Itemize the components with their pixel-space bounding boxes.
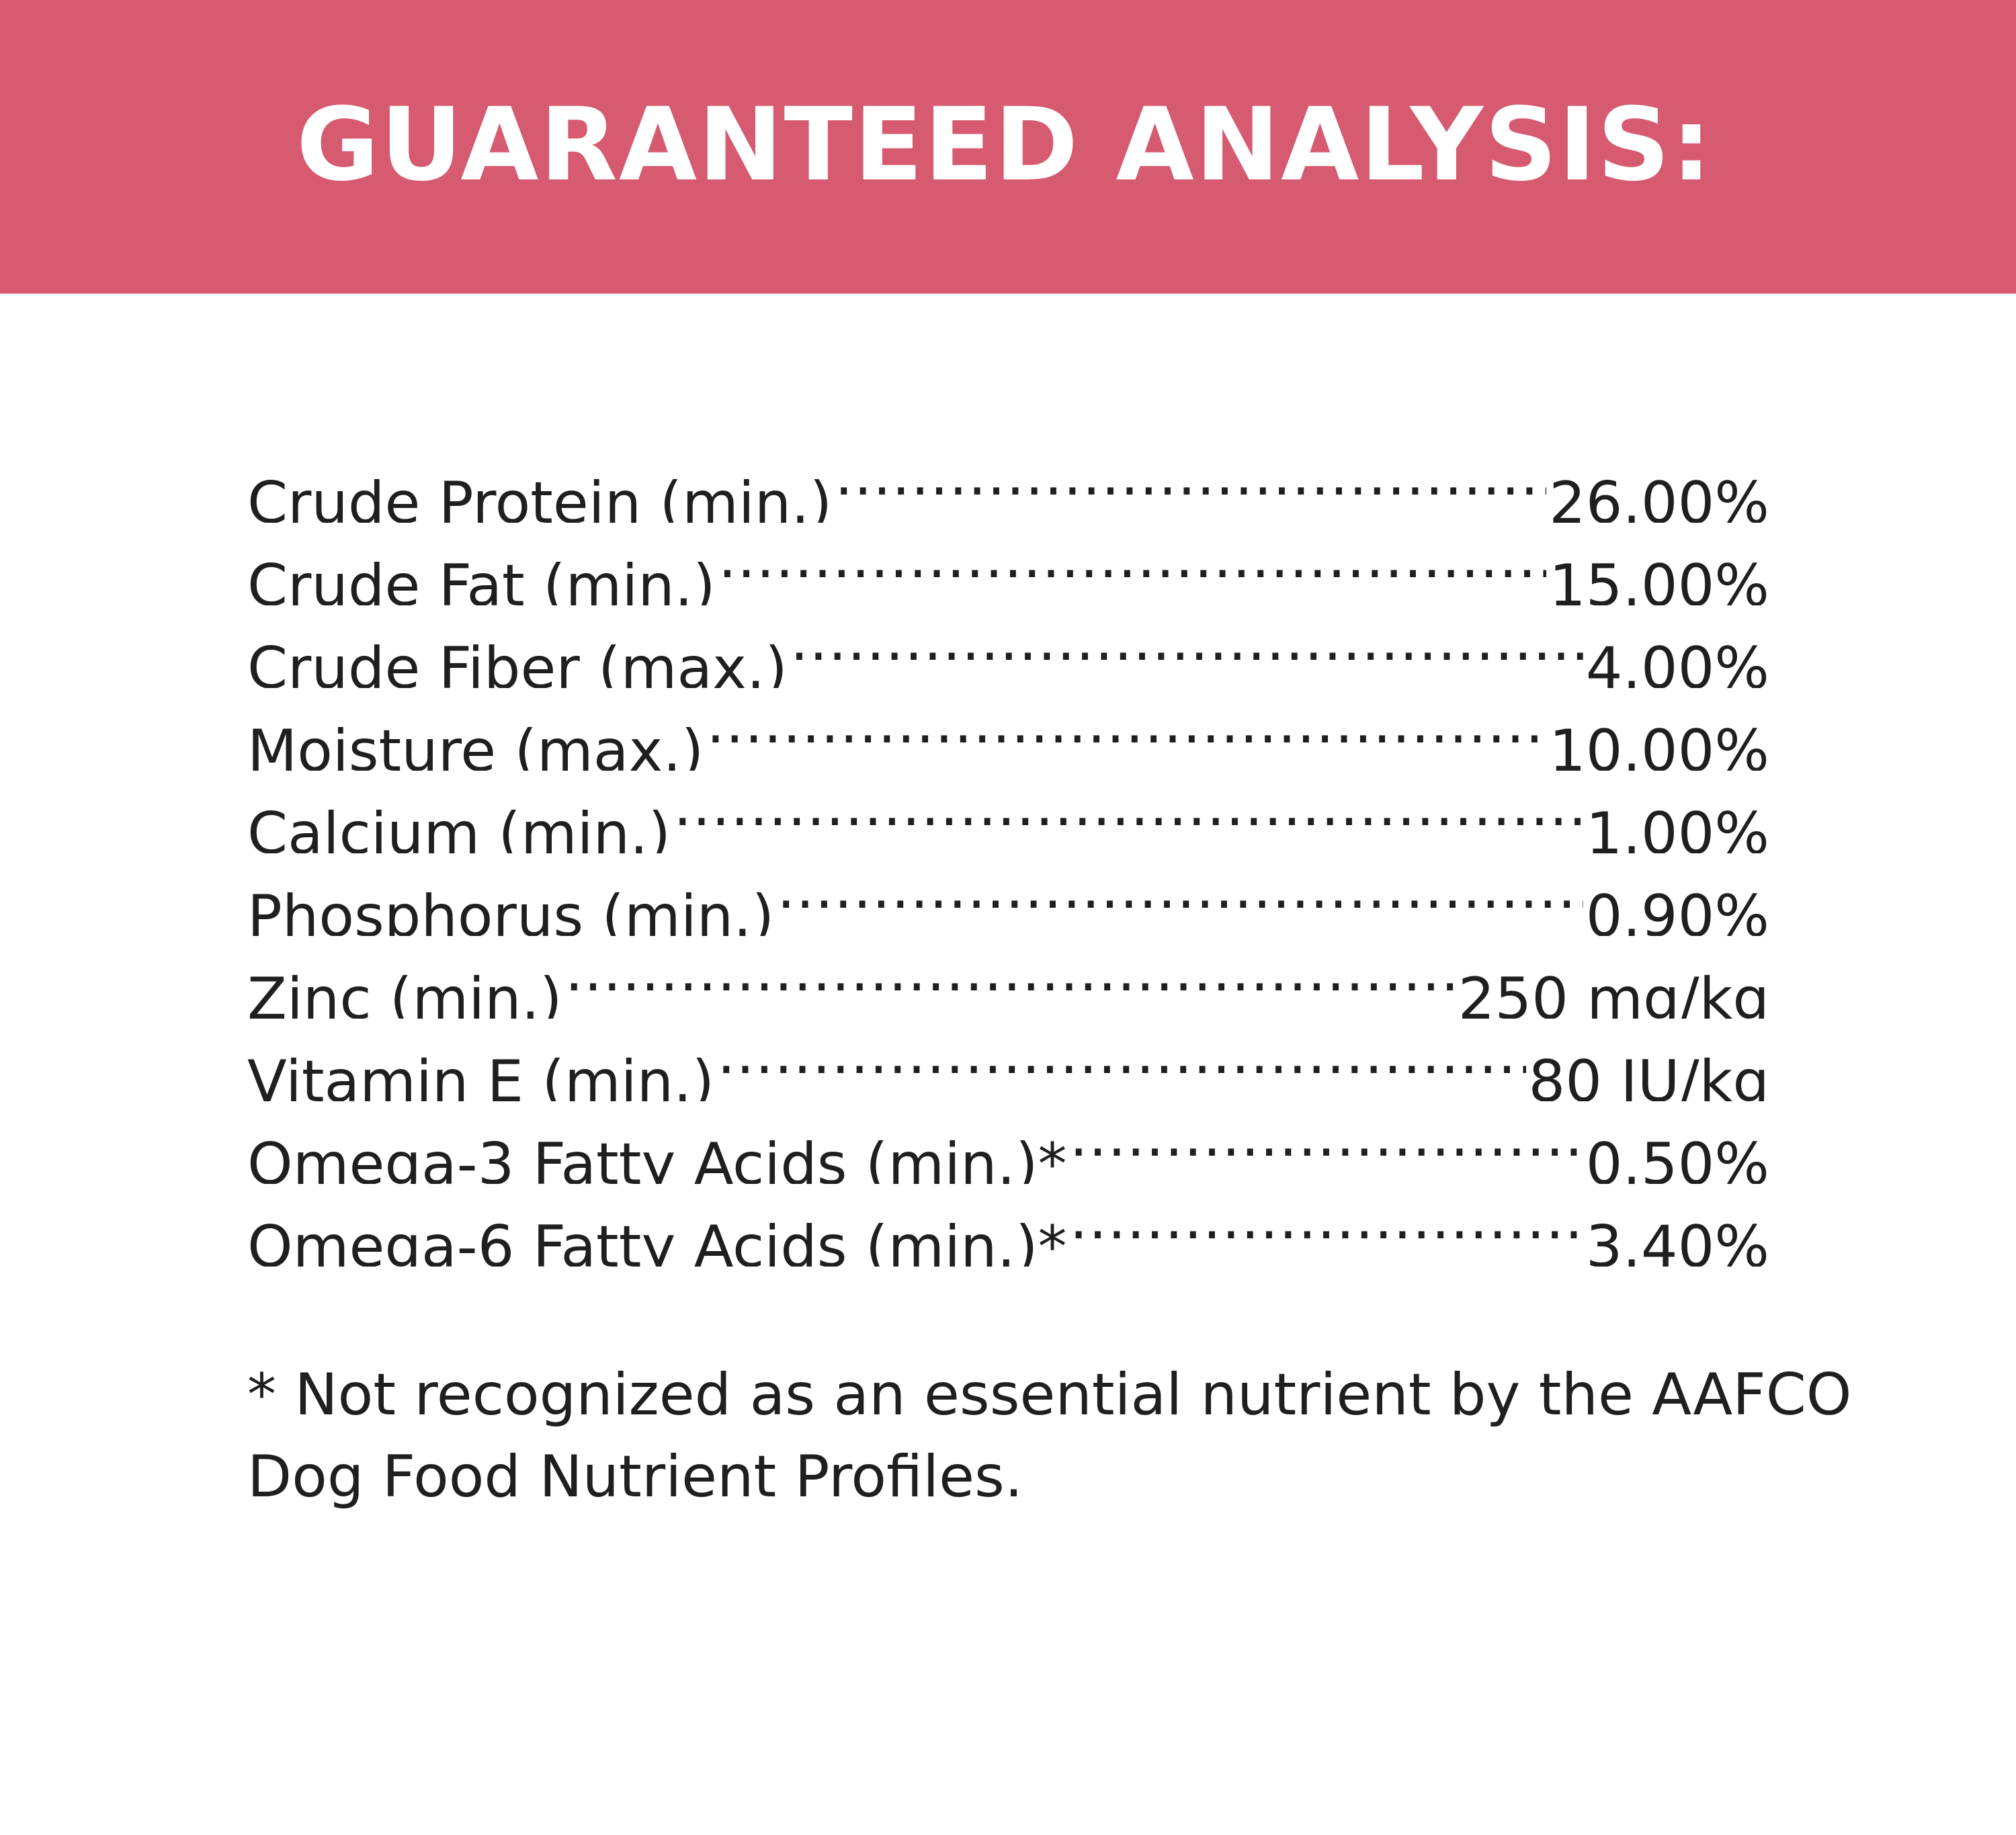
footnote-line: Dog Food Nutrient Profiles. <box>247 1443 1023 1510</box>
dot-leader <box>1070 1101 1583 1184</box>
dot-leader <box>717 1019 1525 1101</box>
nutrient-label: Crude Protein (min.) <box>247 470 833 523</box>
dot-leader <box>835 440 1546 523</box>
dot-leader <box>565 936 1456 1019</box>
analysis-row-vitamin-e: Vitamin E (min.) 80 IU/kg <box>247 1019 1769 1101</box>
nutrient-value: 1.00% <box>1585 800 1769 853</box>
dot-leader <box>718 523 1546 605</box>
analysis-row-omega-3: Omega-3 Fatty Acids (min.)* 0.50% <box>247 1101 1769 1184</box>
nutrient-value: 15.00% <box>1549 552 1769 605</box>
guaranteed-analysis-list: Crude Protein (min.) 26.00% Crude Fat (m… <box>247 440 1769 1267</box>
nutrient-label: Omega-3 Fatty Acids (min.)* <box>247 1131 1067 1184</box>
nutrient-label: Vitamin E (min.) <box>247 1048 715 1101</box>
nutrient-label: Moisture (max.) <box>247 718 704 771</box>
nutrient-value: 80 IU/kg <box>1528 1048 1769 1101</box>
nutrient-value: 0.90% <box>1585 883 1769 936</box>
analysis-row-crude-fat: Crude Fat (min.) 15.00% <box>247 523 1769 605</box>
header-banner: GUARANTEED ANALYSIS: <box>0 0 2016 294</box>
analysis-row-zinc: Zinc (min.) 250 mg/kg <box>247 936 1769 1019</box>
dot-leader <box>790 605 1583 688</box>
analysis-row-phosphorus: Phosphorus (min.) 0.90% <box>247 853 1769 936</box>
nutrient-label: Calcium (min.) <box>247 800 671 853</box>
nutrient-label: Phosphorus (min.) <box>247 883 775 936</box>
analysis-row-calcium: Calcium (min.) 1.00% <box>247 771 1769 853</box>
nutrient-label: Crude Fiber (max.) <box>247 635 788 688</box>
analysis-row-moisture: Moisture (max.) 10.00% <box>247 688 1769 771</box>
analysis-row-omega-6: Omega-6 Fatty Acids (min.)* 3.40% <box>247 1184 1769 1267</box>
nutrient-value: 26.00% <box>1549 470 1769 523</box>
nutrient-value: 10.00% <box>1549 718 1769 771</box>
dot-leader <box>706 688 1546 771</box>
footnote: * Not recognized as an essential nutrien… <box>247 1354 1852 1518</box>
nutrient-value: 0.50% <box>1585 1131 1769 1184</box>
nutrient-value: 250 mg/kg <box>1458 966 1769 1019</box>
nutrient-label: Zinc (min.) <box>247 966 562 1019</box>
nutrient-value: 3.40% <box>1585 1213 1769 1267</box>
nutrient-label: Crude Fat (min.) <box>247 552 716 605</box>
nutrient-label: Omega-6 Fatty Acids (min.)* <box>247 1213 1067 1267</box>
nutrient-value: 4.00% <box>1585 635 1769 688</box>
analysis-row-crude-protein: Crude Protein (min.) 26.00% <box>247 440 1769 523</box>
dot-leader <box>1070 1184 1583 1267</box>
analysis-row-crude-fiber: Crude Fiber (max.) 4.00% <box>247 605 1769 688</box>
footnote-line: * Not recognized as an essential nutrien… <box>247 1361 1852 1428</box>
dot-leader <box>673 771 1583 853</box>
dot-leader <box>777 853 1583 936</box>
page-title: GUARANTEED ANALYSIS: <box>296 86 1713 204</box>
